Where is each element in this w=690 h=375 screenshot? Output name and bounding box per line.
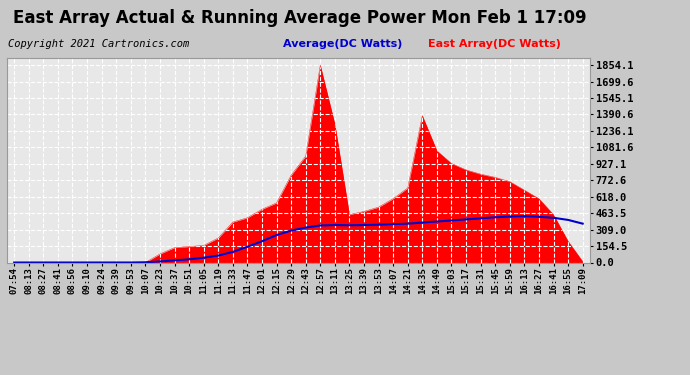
Text: East Array(DC Watts): East Array(DC Watts) [428,39,561,50]
Text: East Array Actual & Running Average Power Mon Feb 1 17:09: East Array Actual & Running Average Powe… [13,9,587,27]
Text: Copyright 2021 Cartronics.com: Copyright 2021 Cartronics.com [8,39,190,50]
Text: Average(DC Watts): Average(DC Watts) [283,39,402,50]
